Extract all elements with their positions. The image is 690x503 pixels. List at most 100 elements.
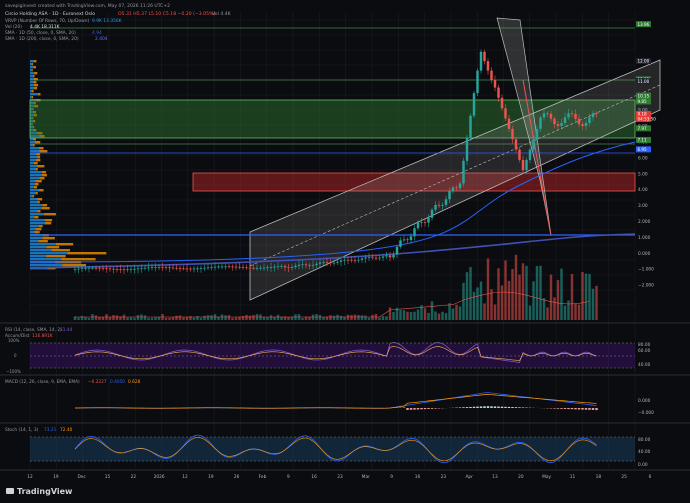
candle-body: [105, 268, 108, 270]
candle-body: [381, 256, 385, 258]
macd-hist-bar: [483, 406, 486, 408]
candle-body: [399, 240, 402, 247]
candle-body: [549, 113, 553, 119]
volume-bar: [402, 310, 406, 320]
vrvp-bar-down: [32, 120, 36, 123]
candle-body: [560, 122, 563, 127]
volume-bar: [563, 305, 567, 320]
volume-bar: [262, 317, 266, 320]
created-by-text: savepiginvest created with TradingView.c…: [5, 3, 170, 9]
vrvp-bar-up: [30, 117, 33, 120]
volume-bar: [136, 315, 140, 320]
time-axis-label: 9: [390, 474, 393, 480]
volume-bar: [245, 314, 248, 320]
vrvp-bar-down: [62, 264, 87, 267]
vrvp-bar-up: [30, 126, 33, 129]
volume-bar: [584, 273, 588, 320]
vrvp-bar-down: [39, 177, 45, 180]
volume-bar: [322, 317, 325, 320]
time-axis[interactable]: 12 19 Dec 15 22 2026 12 19 26 Feb 9 16 23 Mar 9 16 23 Apr…: [27, 474, 651, 480]
volume-bar: [472, 291, 476, 320]
volume-bar: [507, 280, 511, 320]
volume-bar: [437, 313, 441, 320]
macd-label[interactable]: MACD (12, 26, close, 9, EMA, EMA): [5, 379, 80, 385]
indicator-1-label[interactable]: Vol (20): [5, 24, 22, 30]
macd-hist-bar: [581, 408, 584, 410]
volume-bar: [84, 317, 87, 320]
volume-bar: [304, 316, 308, 320]
macd-hist-bar: [507, 406, 511, 408]
candle-body: [420, 222, 423, 224]
vrvp-bar-up: [30, 147, 39, 150]
candle-body: [227, 266, 231, 268]
candle-body: [199, 268, 203, 269]
volume-bar: [486, 258, 490, 320]
vrvp-bar-up: [30, 111, 34, 114]
price-tag-label: 12.00: [638, 59, 650, 64]
rsi-left-mid: 0: [14, 353, 17, 358]
candle-body: [462, 160, 465, 184]
price-tag-label: 9.18: [638, 112, 648, 117]
volume-bar: [441, 311, 444, 320]
candle-body: [367, 257, 371, 259]
vrvp-bar-up: [30, 159, 36, 162]
macd-hist-bar: [560, 408, 563, 409]
candle-body: [465, 138, 469, 161]
macd-hist-bar: [563, 408, 567, 409]
indicator-0-label[interactable]: VRVP (Number Of Rows, 70, Up/Down): [5, 18, 90, 24]
volume-bar: [444, 313, 448, 320]
price-tag-label: 9.85: [638, 99, 648, 104]
rsi-pane[interactable]: RSI (14, close, SMA, 14, 2) 51.44 Accum/…: [5, 327, 651, 374]
vrvp-bar-up: [30, 228, 36, 231]
vrvp-bar-up: [30, 129, 34, 132]
vrvp-bar-down: [35, 228, 42, 231]
candle-body: [343, 259, 346, 261]
indicator-3-label[interactable]: SMA · 1D (200, close, 0, SMA, 20): [5, 36, 79, 42]
price-axis-label: 2.000: [638, 219, 651, 225]
candle-body: [455, 187, 458, 189]
volume-bar: [364, 315, 367, 320]
candle-body: [563, 117, 567, 123]
vrvp-bar-up: [30, 150, 40, 153]
candle-body: [91, 267, 94, 269]
candle-body: [577, 118, 581, 125]
vrvp-bar-down: [32, 117, 34, 120]
volume-bar: [535, 266, 539, 320]
vrvp-bar-down: [51, 249, 70, 252]
candle-body: [178, 268, 182, 269]
vrvp-bar-down: [33, 102, 36, 105]
candle-body: [84, 268, 87, 269]
vrvp-bar-down: [67, 252, 107, 255]
candle-body: [196, 268, 199, 270]
candle-body: [73, 268, 77, 270]
candle-body: [444, 199, 448, 205]
volume-bar: [329, 315, 332, 320]
macd-hist-bar: [490, 406, 493, 408]
volume-bar: [339, 315, 343, 320]
rsi-label[interactable]: RSI (14, close, SMA, 14, 2): [5, 327, 62, 333]
candle-body: [297, 264, 301, 266]
indicator-2-label[interactable]: SMA · 1D (50, close, 0, SMA, 20): [5, 30, 76, 36]
price-axis-label: 5.00: [638, 171, 648, 177]
volume-bar: [427, 312, 430, 320]
volume-bar: [241, 315, 245, 320]
volume-bar: [98, 317, 101, 320]
stoch-label[interactable]: Stoch (14, 1, 3): [5, 427, 39, 433]
red-zone: [192, 172, 636, 192]
volume-bar: [451, 308, 455, 320]
candle-body: [115, 268, 119, 270]
price-tag-bg: [636, 58, 651, 64]
candle-body: [346, 259, 350, 261]
candle-body: [595, 113, 598, 115]
volume-bar: [80, 315, 84, 320]
macd-hist-bar: [479, 406, 483, 408]
volume-bar: [280, 316, 283, 320]
volume-bar: [588, 273, 591, 320]
volume-bar: [479, 281, 483, 320]
candle-body: [371, 257, 374, 259]
macd-pane[interactable]: MACD (12, 26, close, 9, EMA, EMA) −0.222…: [5, 379, 654, 416]
stoch-pane[interactable]: Stoch (14, 1, 3) 73.21 72.40 80.00 40.00…: [5, 427, 651, 468]
macd-hist-bar: [591, 408, 595, 410]
vrvp-bar-down: [34, 84, 39, 87]
